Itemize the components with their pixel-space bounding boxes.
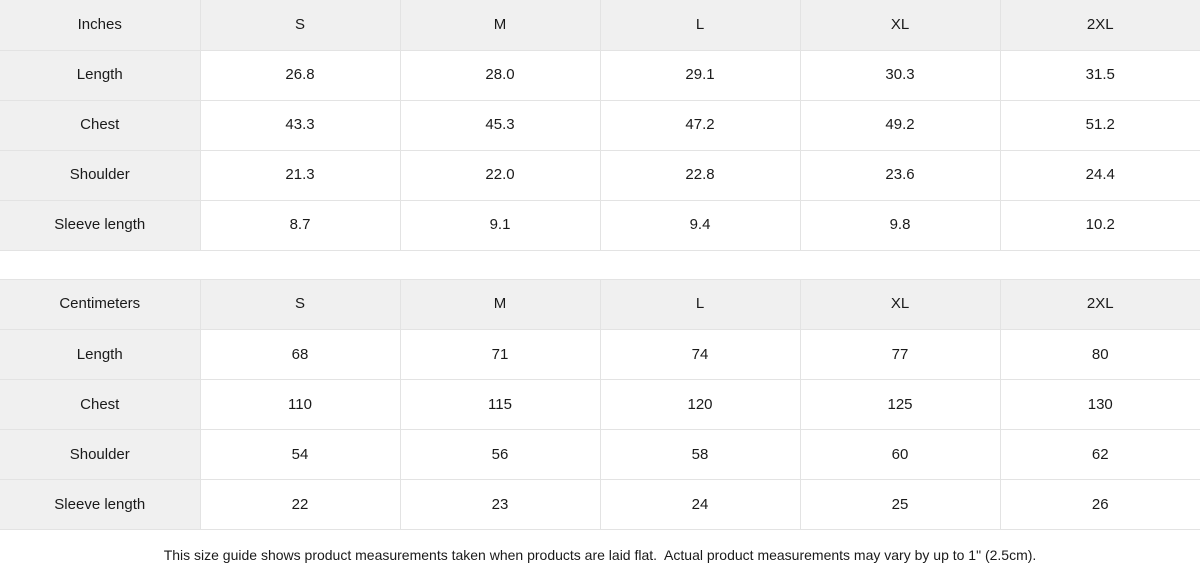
cell-sleeve-length-s: 8.7 (200, 200, 401, 251)
cell-length-m: 28.0 (400, 50, 601, 101)
cell-length-l: 29.1 (600, 50, 801, 101)
cell-shoulder-s: 21.3 (200, 150, 401, 201)
cell-sleeve-length-s: 22 (200, 479, 401, 530)
size-header-m: M (400, 279, 601, 330)
cell-shoulder-2xl: 62 (1000, 429, 1200, 480)
cell-chest-m: 45.3 (400, 100, 601, 151)
cell-shoulder-l: 58 (600, 429, 801, 480)
table-header-row: Inches S M L XL 2XL (0, 0, 1200, 51)
cell-shoulder-xl: 23.6 (800, 150, 1001, 201)
row-label-chest: Chest (0, 379, 201, 430)
size-table-centimeters-head: Centimeters S M L XL 2XL (0, 279, 1200, 330)
size-table-centimeters-body: Length 68 71 74 77 80 Chest 110 115 120 … (0, 329, 1200, 530)
cell-length-2xl: 31.5 (1000, 50, 1200, 101)
size-header-2xl: 2XL (1000, 0, 1200, 51)
table-row: Chest 43.3 45.3 47.2 49.2 51.2 (0, 100, 1200, 151)
unit-header-centimeters: Centimeters (0, 279, 201, 330)
row-label-chest: Chest (0, 100, 201, 151)
cell-length-xl: 30.3 (800, 50, 1001, 101)
cell-shoulder-s: 54 (200, 429, 401, 480)
size-table-inches: Inches S M L XL 2XL Length 26.8 28.0 29.… (0, 0, 1200, 251)
table-row: Sleeve length 22 23 24 25 26 (0, 479, 1200, 530)
cell-sleeve-length-2xl: 26 (1000, 479, 1200, 530)
cell-chest-2xl: 51.2 (1000, 100, 1200, 151)
row-label-length: Length (0, 329, 201, 380)
cell-shoulder-m: 56 (400, 429, 601, 480)
cell-sleeve-length-xl: 9.8 (800, 200, 1001, 251)
cell-chest-l: 120 (600, 379, 801, 430)
cell-length-s: 26.8 (200, 50, 401, 101)
table-row: Shoulder 54 56 58 60 62 (0, 429, 1200, 480)
cell-chest-s: 43.3 (200, 100, 401, 151)
cell-length-xl: 77 (800, 329, 1001, 380)
cell-shoulder-l: 22.8 (600, 150, 801, 201)
cell-shoulder-2xl: 24.4 (1000, 150, 1200, 201)
size-header-s: S (200, 279, 401, 330)
table-row: Sleeve length 8.7 9.1 9.4 9.8 10.2 (0, 200, 1200, 251)
size-header-m: M (400, 0, 601, 51)
cell-chest-2xl: 130 (1000, 379, 1200, 430)
table-row: Chest 110 115 120 125 130 (0, 379, 1200, 430)
size-table-inches-head: Inches S M L XL 2XL (0, 0, 1200, 51)
cell-sleeve-length-l: 9.4 (600, 200, 801, 251)
cell-length-2xl: 80 (1000, 329, 1200, 380)
cell-sleeve-length-2xl: 10.2 (1000, 200, 1200, 251)
row-label-shoulder: Shoulder (0, 150, 201, 201)
cell-shoulder-xl: 60 (800, 429, 1001, 480)
size-header-xl: XL (800, 0, 1001, 51)
size-header-s: S (200, 0, 401, 51)
size-header-2xl: 2XL (1000, 279, 1200, 330)
cell-sleeve-length-m: 23 (400, 479, 601, 530)
size-header-xl: XL (800, 279, 1001, 330)
table-header-row: Centimeters S M L XL 2XL (0, 279, 1200, 330)
table-spacer (0, 250, 1200, 280)
table-row: Shoulder 21.3 22.0 22.8 23.6 24.4 (0, 150, 1200, 201)
cell-shoulder-m: 22.0 (400, 150, 601, 201)
size-guide-footnote: This size guide shows product measuremen… (0, 530, 1200, 580)
unit-header-inches: Inches (0, 0, 201, 51)
row-label-shoulder: Shoulder (0, 429, 201, 480)
cell-chest-s: 110 (200, 379, 401, 430)
size-header-l: L (600, 0, 801, 51)
row-label-sleeve-length: Sleeve length (0, 200, 201, 251)
cell-chest-m: 115 (400, 379, 601, 430)
size-table-centimeters: Centimeters S M L XL 2XL Length 68 71 74… (0, 279, 1200, 530)
cell-sleeve-length-xl: 25 (800, 479, 1001, 530)
cell-length-m: 71 (400, 329, 601, 380)
cell-length-l: 74 (600, 329, 801, 380)
size-table-inches-body: Length 26.8 28.0 29.1 30.3 31.5 Chest 43… (0, 50, 1200, 251)
table-row: Length 68 71 74 77 80 (0, 329, 1200, 380)
cell-length-s: 68 (200, 329, 401, 380)
size-header-l: L (600, 279, 801, 330)
cell-sleeve-length-l: 24 (600, 479, 801, 530)
row-label-length: Length (0, 50, 201, 101)
table-row: Length 26.8 28.0 29.1 30.3 31.5 (0, 50, 1200, 101)
footnote-text: This size guide shows product measuremen… (163, 546, 1037, 563)
cell-chest-xl: 125 (800, 379, 1001, 430)
cell-chest-l: 47.2 (600, 100, 801, 151)
cell-chest-xl: 49.2 (800, 100, 1001, 151)
cell-sleeve-length-m: 9.1 (400, 200, 601, 251)
row-label-sleeve-length: Sleeve length (0, 479, 201, 530)
